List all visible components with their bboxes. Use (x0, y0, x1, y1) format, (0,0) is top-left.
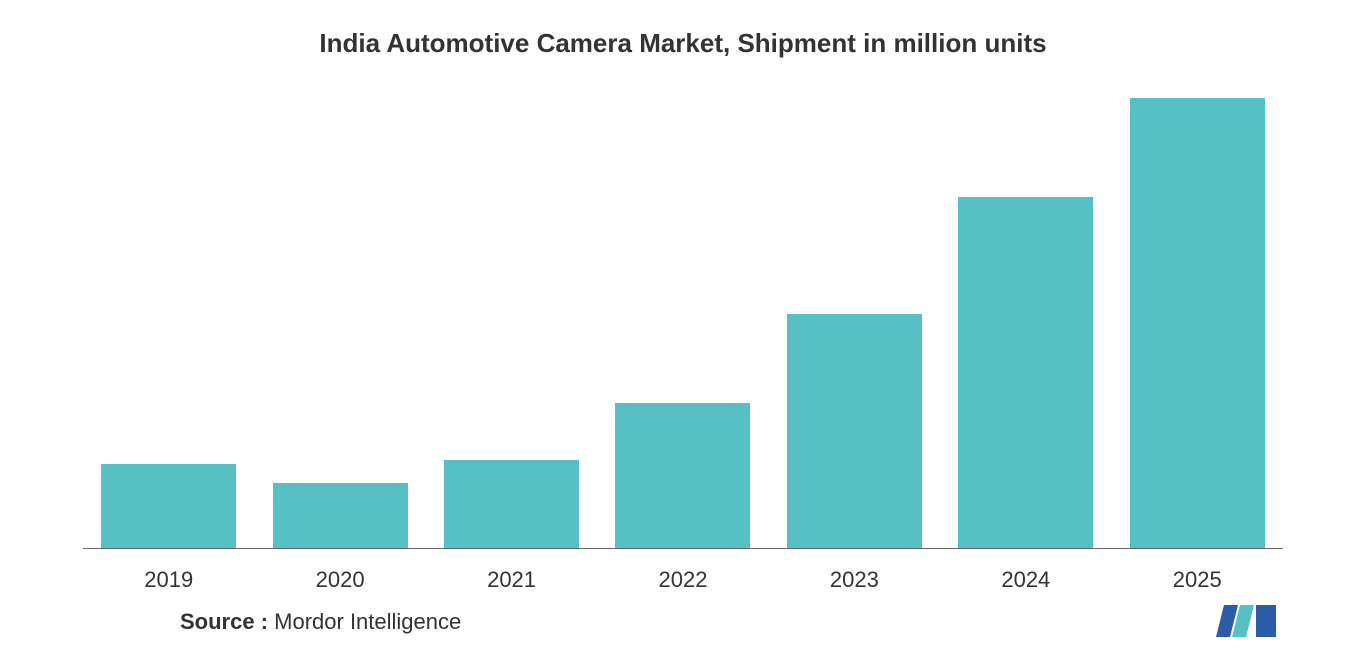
x-label: 2021 (426, 567, 597, 593)
x-label: 2019 (83, 567, 254, 593)
bar-group (940, 197, 1111, 550)
chart-container: India Automotive Camera Market, Shipment… (0, 0, 1366, 655)
bar-group (769, 314, 940, 549)
x-axis-labels: 2019 2020 2021 2022 2023 2024 2025 (83, 567, 1283, 593)
source-name: Mordor Intelligence (274, 609, 461, 634)
bar-2021 (444, 460, 579, 549)
x-label: 2022 (597, 567, 768, 593)
bar-2019 (101, 464, 236, 549)
plot-area (83, 79, 1283, 549)
x-label: 2025 (1112, 567, 1283, 593)
bar-group (1112, 98, 1283, 549)
source-row: Source : Mordor Intelligence (0, 609, 1366, 635)
x-label: 2020 (254, 567, 425, 593)
source-text: Source : Mordor Intelligence (180, 609, 461, 635)
mordor-logo-icon (1216, 605, 1276, 637)
bar-2025 (1130, 98, 1265, 549)
source-label: Source : (180, 609, 274, 634)
bars-row (83, 79, 1283, 549)
bar-group (426, 460, 597, 549)
bar-group (597, 403, 768, 549)
bar-2022 (615, 403, 750, 549)
chart-title: India Automotive Camera Market, Shipment… (40, 28, 1326, 59)
bar-2024 (958, 197, 1093, 550)
x-label: 2023 (769, 567, 940, 593)
bar-group (254, 483, 425, 549)
bar-group (83, 464, 254, 549)
bar-2023 (787, 314, 922, 549)
x-axis-line (83, 548, 1283, 549)
x-label: 2024 (940, 567, 1111, 593)
bar-2020 (273, 483, 408, 549)
logo-svg (1216, 605, 1276, 637)
